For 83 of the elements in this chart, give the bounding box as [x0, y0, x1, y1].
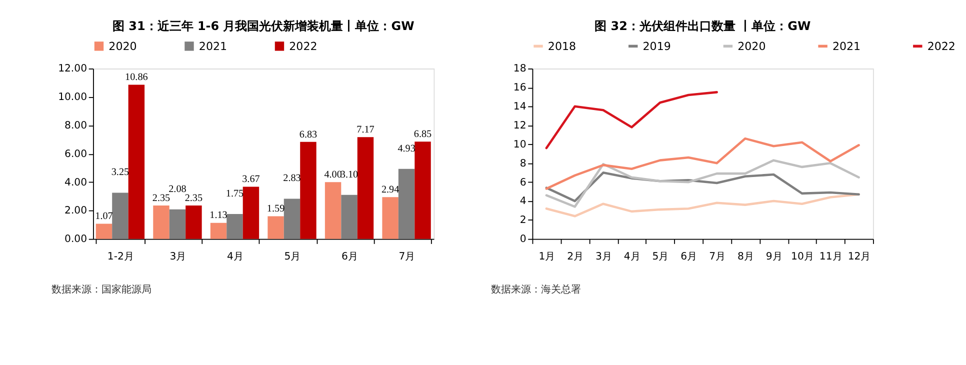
data-label: 2.08: [168, 184, 186, 195]
bar: [324, 182, 342, 239]
y-tick-label: 6.00: [64, 148, 88, 160]
x-tick-label: 1月: [538, 252, 556, 263]
y-tick-label: 8.00: [64, 120, 88, 132]
x-tick-label: 9月: [766, 252, 782, 263]
data-label: 1.59: [266, 204, 285, 215]
x-tick-label: 12月: [848, 252, 871, 263]
bar: [169, 209, 186, 239]
data-label: 4.00: [324, 169, 342, 180]
line-series: [545, 171, 860, 202]
x-tick-label: 6月: [680, 252, 698, 263]
legend-label: 2022: [927, 40, 956, 53]
data-label: 6.83: [299, 129, 318, 140]
y-tick-label: 14: [513, 102, 526, 113]
x-tick-label: 7月: [709, 252, 726, 263]
x-tick-label: 1-2月: [107, 252, 134, 263]
legend-label: 2020: [738, 40, 766, 53]
data-label: 2.35: [184, 192, 203, 204]
bar: [186, 206, 202, 239]
y-tick-label: 10: [513, 139, 526, 150]
data-label: 10.86: [125, 72, 148, 84]
line-series: [545, 193, 860, 218]
chart-title: 图 32：光伏组件出口数量 丨单位：GW: [594, 18, 811, 33]
bar: [128, 84, 145, 239]
line-series: [545, 91, 718, 150]
bar: [414, 142, 431, 239]
bar: [112, 192, 128, 239]
y-tick-label: 10.00: [58, 92, 88, 104]
bar: [341, 194, 358, 239]
x-tick-label: 5月: [652, 252, 669, 263]
x-tick-label: 3月: [595, 252, 612, 263]
legend-label: 2021: [832, 40, 861, 53]
bar: [357, 137, 374, 239]
y-tick-label: 12.00: [58, 64, 88, 75]
x-tick-label: 3月: [170, 252, 186, 263]
chart-title: 图 31：近三年 1-6 月我国光伏新增装机量丨单位：GW: [112, 18, 414, 33]
y-tick-label: 16: [513, 82, 526, 94]
data-label: 6.85: [414, 129, 432, 140]
x-tick-label: 2月: [567, 252, 584, 263]
bar: [96, 224, 112, 239]
y-tick-label: 0: [520, 234, 526, 246]
bar: [153, 206, 170, 239]
y-tick-label: 4: [520, 196, 526, 208]
x-tick-label: 7月: [398, 252, 416, 263]
legend-label: 2019: [642, 40, 671, 53]
bar: [382, 197, 398, 239]
x-tick-label: 11月: [819, 252, 842, 263]
line-series: [545, 137, 860, 190]
line-series: [545, 159, 860, 208]
data-label: 2.94: [381, 184, 400, 196]
legend-label: 2021: [198, 40, 228, 53]
data-label: 7.17: [356, 124, 374, 136]
bar: [226, 214, 243, 239]
y-tick-label: 12: [513, 120, 526, 132]
x-tick-label: 4月: [226, 252, 244, 263]
legend-label: 2018: [548, 40, 576, 53]
x-tick-label: 6月: [342, 252, 358, 263]
x-tick-label: 4月: [624, 252, 640, 263]
bar: [242, 186, 260, 239]
y-tick-label: 2.00: [64, 206, 88, 217]
bar: [268, 216, 284, 239]
data-label: 2.35: [152, 192, 170, 204]
bar: [398, 168, 415, 239]
data-label: 3.67: [242, 174, 260, 186]
bar: [284, 198, 300, 239]
bar: [300, 142, 316, 239]
y-tick-label: 0.00: [64, 234, 88, 246]
legend-label: 2020: [108, 40, 137, 53]
y-tick-label: 2: [520, 215, 526, 226]
y-tick-label: 8: [520, 158, 526, 170]
legend-label: 2022: [289, 40, 318, 53]
source-note: 数据来源：海关总署: [490, 283, 581, 296]
data-label: 1.13: [210, 210, 228, 222]
x-tick-label: 10月: [791, 252, 814, 263]
y-tick-label: 18: [513, 64, 526, 75]
y-tick-label: 6: [520, 177, 526, 188]
x-tick-label: 5月: [284, 252, 301, 263]
bar: [210, 222, 227, 239]
y-tick-label: 4.00: [64, 177, 88, 188]
data-label: 1.07: [95, 211, 113, 222]
source-note: 数据来源：国家能源局: [52, 283, 152, 296]
x-tick-label: 8月: [737, 252, 754, 263]
